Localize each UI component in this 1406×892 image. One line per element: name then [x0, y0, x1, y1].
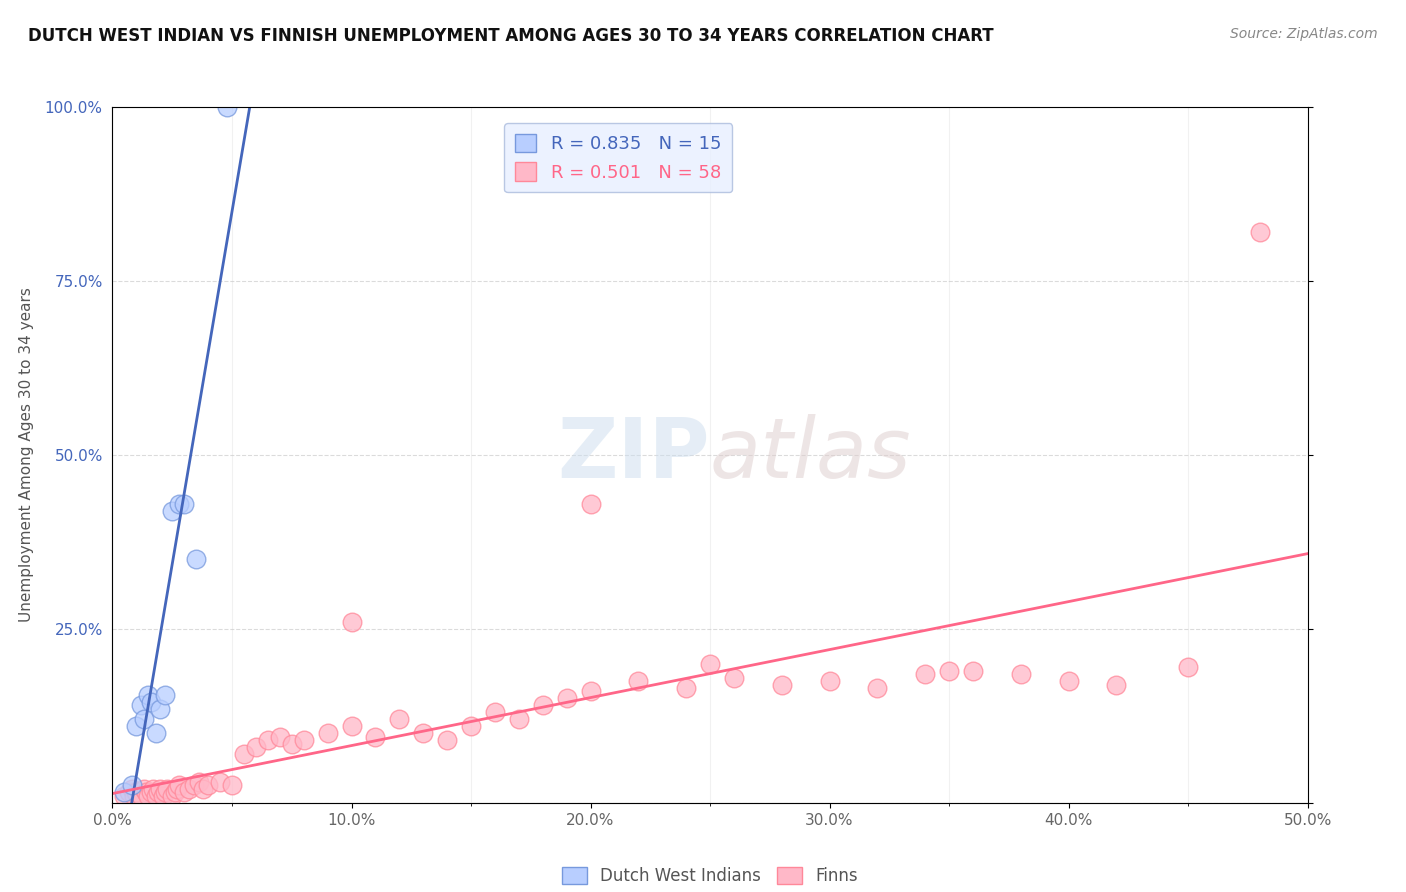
Point	[914, 667, 936, 681]
Point	[1177, 660, 1199, 674]
Point	[142, 781, 165, 796]
Point	[193, 781, 215, 796]
Point	[197, 778, 219, 792]
Point	[173, 497, 195, 511]
Point	[162, 789, 183, 803]
Point	[412, 726, 434, 740]
Point	[132, 781, 155, 796]
Point	[187, 775, 209, 789]
Point	[162, 503, 183, 517]
Point	[139, 695, 162, 709]
Point	[153, 688, 176, 702]
Point	[145, 789, 167, 803]
Point	[938, 664, 960, 678]
Point	[818, 674, 841, 689]
Point	[121, 778, 143, 792]
Point	[163, 785, 186, 799]
Point	[281, 737, 304, 751]
Point	[962, 664, 984, 678]
Point	[186, 552, 208, 566]
Point	[555, 691, 578, 706]
Point	[579, 497, 602, 511]
Point	[866, 681, 889, 695]
Point	[1010, 667, 1032, 681]
Point	[122, 789, 145, 803]
Point	[340, 719, 363, 733]
Point	[484, 706, 506, 720]
Point	[508, 712, 530, 726]
Point	[153, 785, 176, 799]
Point	[675, 681, 697, 695]
Point	[436, 733, 458, 747]
Point	[208, 775, 231, 789]
Point	[1057, 674, 1080, 689]
Point	[183, 778, 205, 792]
Point	[699, 657, 721, 671]
Point	[232, 747, 256, 761]
Point	[149, 781, 172, 796]
Point	[145, 726, 167, 740]
Point	[460, 719, 482, 733]
Text: atlas: atlas	[710, 415, 911, 495]
Point	[138, 688, 160, 702]
Point	[579, 684, 602, 698]
Point	[723, 671, 745, 685]
Point	[156, 781, 179, 796]
Text: ZIP: ZIP	[558, 415, 710, 495]
Point	[245, 740, 267, 755]
Point	[1249, 225, 1271, 239]
Point	[114, 789, 135, 803]
Point	[166, 781, 188, 796]
Point	[1105, 677, 1128, 691]
Point	[257, 733, 280, 747]
Point	[129, 698, 152, 713]
Point	[269, 730, 291, 744]
Point	[177, 781, 200, 796]
Point	[138, 789, 160, 803]
Point	[152, 789, 174, 803]
Y-axis label: Unemployment Among Ages 30 to 34 years: Unemployment Among Ages 30 to 34 years	[18, 287, 34, 623]
Point	[146, 785, 169, 799]
Text: Source: ZipAtlas.com: Source: ZipAtlas.com	[1230, 27, 1378, 41]
Point	[770, 677, 793, 691]
Point	[388, 712, 411, 726]
Legend: Dutch West Indians, Finns: Dutch West Indians, Finns	[555, 860, 865, 891]
Point	[627, 674, 650, 689]
Point	[169, 778, 191, 792]
Point	[364, 730, 387, 744]
Point	[114, 785, 135, 799]
Point	[132, 712, 155, 726]
Point	[149, 702, 172, 716]
Text: DUTCH WEST INDIAN VS FINNISH UNEMPLOYMENT AMONG AGES 30 TO 34 YEARS CORRELATION : DUTCH WEST INDIAN VS FINNISH UNEMPLOYMEN…	[28, 27, 994, 45]
Point	[129, 789, 152, 803]
Point	[121, 781, 143, 796]
Point	[316, 726, 339, 740]
Point	[292, 733, 315, 747]
Point	[531, 698, 554, 713]
Point	[125, 719, 148, 733]
Point	[221, 778, 243, 792]
Point	[125, 785, 148, 799]
Point	[135, 785, 157, 799]
Point	[340, 615, 363, 629]
Point	[173, 785, 195, 799]
Point	[217, 100, 239, 114]
Point	[139, 785, 162, 799]
Point	[169, 497, 191, 511]
Point	[118, 785, 141, 799]
